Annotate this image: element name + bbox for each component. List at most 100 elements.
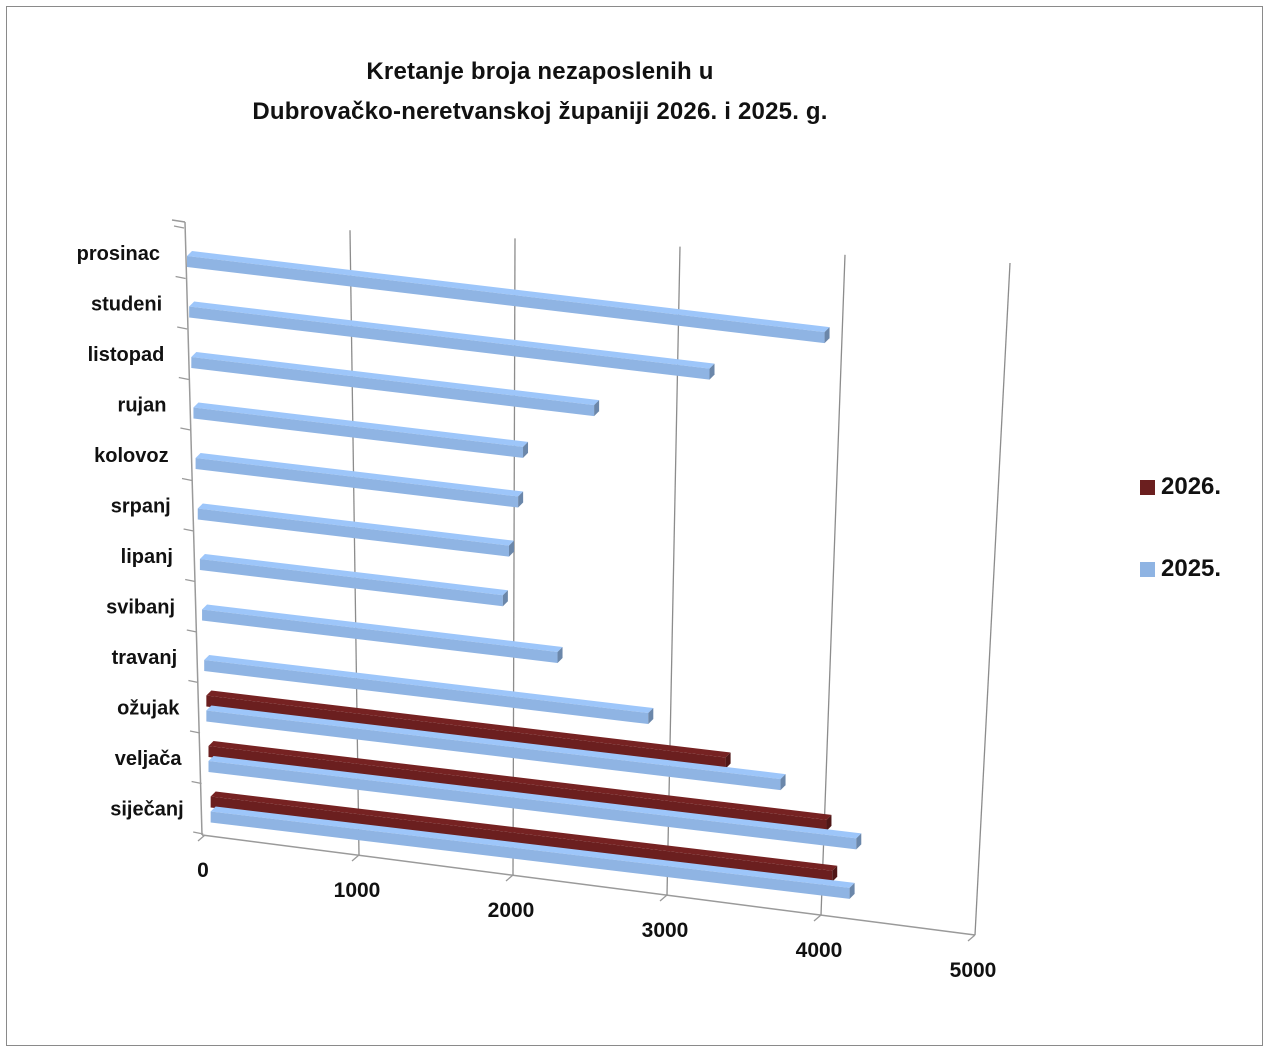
bar-top-face: [206, 705, 786, 780]
category-label-listopad: listopad: [88, 344, 165, 366]
bar-top-face: [208, 756, 862, 839]
label-layer: 0 1000 2000 3000 4000 5000 prosinac studeni list…: [77, 243, 997, 982]
category-tick: [180, 427, 191, 431]
bar-front-face: [195, 458, 519, 508]
x-tick-label-2000: 2000: [488, 899, 535, 922]
bar-end-face: [557, 646, 563, 663]
category-label-prosinac: prosinac: [77, 243, 160, 265]
x-tick-label-5000: 5000: [950, 959, 997, 982]
tick-mark-2000: [505, 874, 514, 882]
bar-2025-veljača: [208, 756, 862, 850]
bar-end-face: [725, 752, 731, 769]
category-label-siječanj: siječanj: [110, 799, 183, 821]
bar-end-face: [824, 327, 830, 344]
bar-end-face: [849, 882, 855, 899]
tick-mark-5000: [967, 934, 976, 942]
bars-layer: [187, 251, 862, 899]
category-tick: [183, 528, 194, 532]
category-tick: [178, 376, 189, 381]
tick-mark-3000: [659, 894, 668, 902]
bar-top-face: [208, 741, 832, 820]
bar-front-face: [193, 407, 524, 458]
legend-swatch-2025: [1140, 561, 1155, 577]
bar-end-face: [523, 441, 529, 458]
bar-2025-ožujak: [206, 705, 786, 791]
bar-end-face: [594, 400, 600, 417]
category-tick: [173, 225, 185, 229]
bar-top-face: [195, 453, 524, 497]
bar-2025-studeni: [189, 301, 715, 380]
bar-2025-lipanj: [199, 554, 508, 607]
gridline-3000: [666, 246, 681, 896]
chart-title-line-2: Dubrovačko-neretvanskoj županiji 2026. i…: [252, 98, 828, 125]
category-tick: [186, 629, 197, 633]
bar-2025-rujan: [193, 402, 529, 458]
x-tick-label-4000: 4000: [796, 939, 843, 962]
bar-2025-travanj: [204, 655, 654, 725]
bar-2026-siječanj: [210, 791, 838, 882]
bar-end-face: [709, 363, 715, 380]
category-label-lipanj: lipanj: [121, 546, 173, 568]
bar-2025-svibanj: [202, 604, 563, 663]
bar-front-face: [210, 811, 850, 899]
bar-2025-prosinac: [187, 251, 830, 344]
category-label-ožujak: ožujak: [117, 698, 180, 720]
bar-top-face: [206, 690, 731, 758]
category-tick: [185, 578, 196, 583]
bar-front-face: [206, 695, 726, 769]
bar-front-face: [208, 761, 857, 850]
bar-2025-siječanj: [210, 806, 855, 899]
category-label-kolovoz: kolovoz: [94, 445, 168, 467]
bar-2026-veljača: [208, 741, 832, 831]
bar-front-face: [204, 660, 649, 725]
bar-2025-srpanj: [197, 503, 514, 557]
category-label-srpanj: srpanj: [111, 496, 171, 518]
category-label-rujan: rujan: [118, 395, 167, 417]
bar-top-face: [187, 251, 830, 333]
category-tick: [181, 477, 193, 482]
bar-front-face: [191, 357, 595, 417]
category-label-studeni: studeni: [91, 294, 162, 316]
category-tick: [193, 831, 204, 835]
tick-mark-1000: [351, 854, 360, 862]
category-label-svibanj: svibanj: [106, 597, 175, 619]
bar-top-face: [199, 554, 508, 596]
gridline-4000: [820, 254, 846, 916]
chart-title-line-1: Kretanje broja nezaposlenih u: [366, 58, 714, 85]
x-tick-label-3000: 3000: [642, 919, 689, 942]
bar-front-face: [189, 306, 710, 380]
category-tick: [189, 730, 201, 734]
bar-front-face: [206, 710, 781, 791]
bar-top-face: [204, 655, 654, 714]
bar-front-face: [197, 508, 509, 557]
bar-top-face: [202, 604, 563, 652]
legend-item-2026: 2026.: [1140, 473, 1221, 501]
axis-bottom-line: [201, 834, 976, 936]
tick-mark-0: [197, 834, 206, 842]
category-tick: [177, 326, 188, 330]
bar-front-face: [202, 609, 558, 663]
category-label-travanj: travanj: [112, 647, 178, 669]
bar-end-face: [832, 865, 838, 882]
bar-end-face: [648, 708, 654, 725]
x-tick-label-1000: 1000: [334, 879, 381, 902]
bar-front-face: [199, 559, 503, 607]
legend-label-2025: 2025.: [1161, 555, 1222, 582]
legend-swatch-2026: [1140, 479, 1155, 495]
bar-end-face: [508, 540, 514, 557]
bar-2025-kolovoz: [195, 453, 524, 508]
tick-mark-4000: [813, 914, 822, 922]
bar-end-face: [826, 814, 832, 831]
bar-end-face: [780, 774, 786, 791]
category-tick: [188, 679, 199, 684]
category-tick: [175, 275, 186, 280]
axis-top-stub: [171, 219, 186, 223]
legend-item-2025: 2025.: [1140, 555, 1221, 583]
x-tick-label-0: 0: [197, 859, 209, 882]
bar-top-face: [210, 806, 855, 888]
bar-2025-listopad: [191, 352, 600, 417]
bar-end-face: [502, 590, 508, 607]
category-label-veljača: veljača: [115, 748, 183, 770]
bar-top-face: [210, 791, 838, 871]
